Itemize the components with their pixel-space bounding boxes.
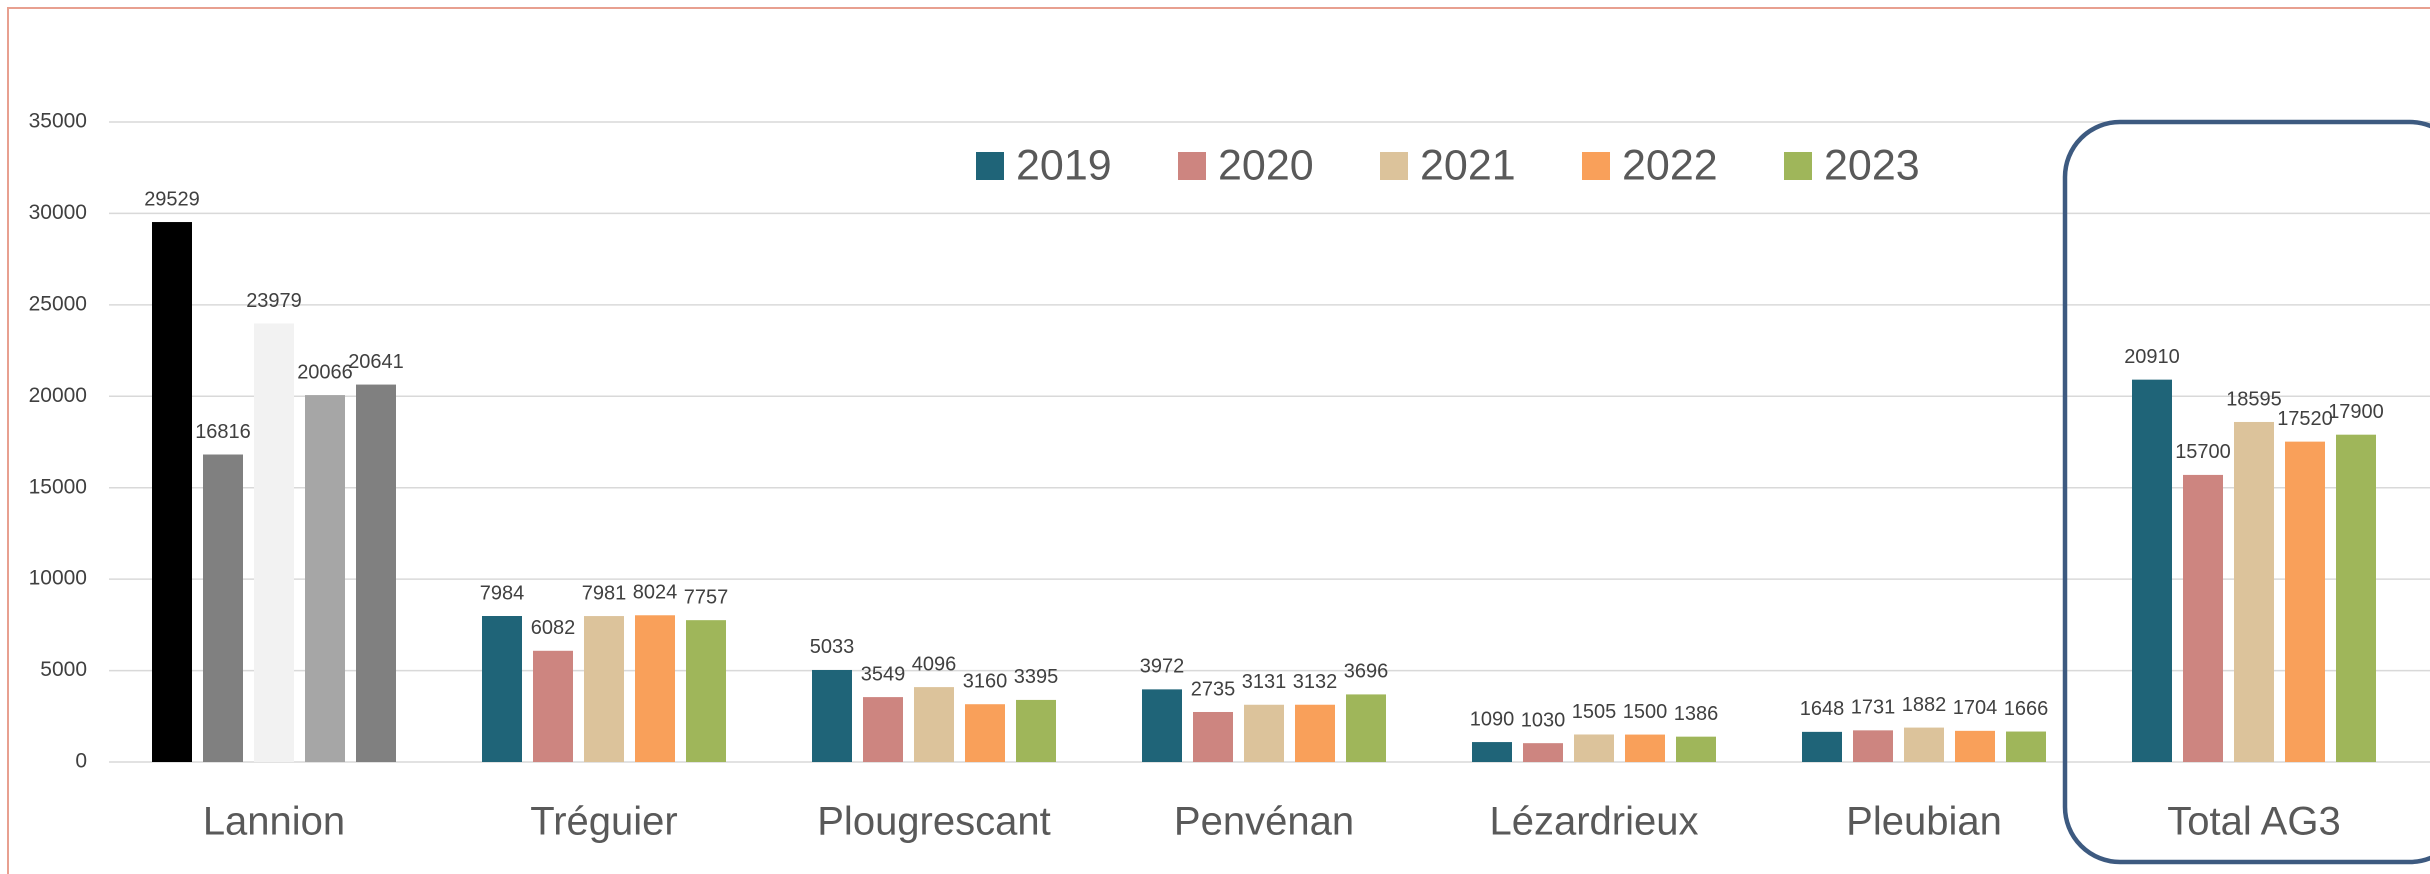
bar	[356, 384, 396, 762]
highlight-box	[2062, 119, 2430, 865]
legend-label: 2020	[1218, 141, 1314, 189]
y-tick-label: 35000	[29, 110, 87, 133]
value-label: 2735	[1191, 678, 1236, 700]
y-tick-label: 5000	[40, 658, 87, 681]
x-tick-label: Lézardrieux	[1489, 800, 1698, 844]
value-label: 3696	[1344, 661, 1389, 683]
bar	[1802, 731, 1842, 762]
x-tick-label: Total AG3	[2167, 800, 2340, 844]
value-label: 29529	[144, 188, 200, 210]
legend-label: 2021	[1420, 141, 1516, 189]
bar	[1295, 704, 1335, 762]
bar	[863, 697, 903, 762]
y-tick-label: 10000	[29, 567, 87, 590]
bar	[812, 669, 852, 762]
value-label: 1704	[1953, 697, 1998, 719]
value-label: 3549	[861, 663, 906, 685]
value-label: 20910	[2124, 346, 2180, 368]
value-label: 8024	[633, 582, 678, 604]
value-label: 1648	[1800, 698, 1845, 720]
bar	[2006, 731, 2046, 762]
value-label: 6082	[531, 617, 576, 639]
bar	[2234, 421, 2274, 762]
value-label: 23979	[246, 290, 302, 312]
x-tick-label: Tréguier	[530, 800, 677, 844]
bar	[965, 704, 1005, 762]
value-label: 17520	[2277, 408, 2333, 430]
value-label: 3160	[963, 670, 1008, 692]
x-tick-label: Pleubian	[1846, 800, 2002, 844]
legend-swatch	[1582, 152, 1610, 180]
legend-swatch	[976, 152, 1004, 180]
bar	[1955, 730, 1995, 762]
legend-swatch	[1784, 152, 1812, 180]
bar	[533, 650, 573, 762]
value-label: 3131	[1242, 671, 1287, 693]
value-label: 1731	[1851, 697, 1896, 719]
legend-label: 2023	[1824, 141, 1920, 189]
legend-swatch	[1178, 152, 1206, 180]
bar	[1244, 704, 1284, 762]
bar	[1193, 711, 1233, 762]
value-label: 18595	[2226, 388, 2282, 410]
bar	[1016, 699, 1056, 762]
value-label: 1500	[1623, 701, 1668, 723]
value-label: 20066	[297, 361, 353, 383]
y-tick-label: 30000	[29, 201, 87, 224]
value-label: 17900	[2328, 401, 2384, 423]
bar	[2285, 441, 2325, 762]
value-label: 4096	[912, 653, 957, 675]
bar	[203, 454, 243, 762]
bar	[1853, 730, 1893, 762]
value-label: 3132	[1293, 671, 1338, 693]
bar	[305, 395, 345, 762]
value-label: 1666	[2004, 698, 2049, 720]
bar	[584, 616, 624, 762]
bar	[1676, 736, 1716, 762]
value-label: 20641	[348, 351, 404, 373]
value-label: 7757	[684, 586, 729, 608]
y-tick-label: 15000	[29, 475, 87, 498]
value-label: 1882	[1902, 694, 1947, 716]
bar	[1346, 694, 1386, 762]
bar	[2132, 379, 2172, 762]
bar	[254, 323, 294, 762]
legend-swatch	[1380, 152, 1408, 180]
bar	[1574, 734, 1614, 762]
value-label: 16816	[195, 421, 251, 443]
y-tick-label: 25000	[29, 292, 87, 315]
value-label: 1505	[1572, 701, 1617, 723]
x-tick-label: Penvénan	[1174, 800, 1354, 844]
y-tick-label: 0	[75, 750, 87, 773]
value-label: 7984	[480, 582, 525, 604]
legend-label: 2019	[1016, 141, 1112, 189]
value-label: 3395	[1014, 666, 1059, 688]
value-label: 1386	[1674, 703, 1719, 725]
bar	[1142, 689, 1182, 762]
x-tick-label: Lannion	[203, 800, 345, 844]
y-tick-label: 20000	[29, 384, 87, 407]
bar	[2183, 474, 2223, 762]
bar	[2336, 434, 2376, 762]
value-label: 3972	[1140, 656, 1185, 678]
bar	[1472, 742, 1512, 762]
bar	[635, 615, 675, 762]
value-label: 5033	[810, 636, 855, 658]
legend-label: 2022	[1622, 141, 1718, 189]
value-label: 1090	[1470, 708, 1515, 730]
x-tick-label: Plougrescant	[817, 800, 1050, 844]
bar	[1523, 743, 1563, 762]
bar	[686, 620, 726, 762]
bar	[914, 687, 954, 762]
value-label: 1030	[1521, 709, 1566, 731]
bar	[152, 222, 192, 762]
bar	[1625, 734, 1665, 762]
value-label: 7981	[582, 582, 627, 604]
bar	[1904, 727, 1944, 762]
value-label: 15700	[2175, 441, 2231, 463]
bar	[482, 616, 522, 762]
